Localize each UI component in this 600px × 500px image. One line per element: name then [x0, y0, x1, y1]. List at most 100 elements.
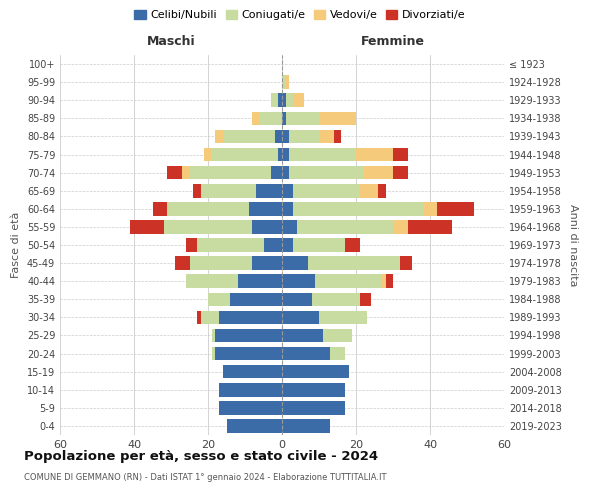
- Bar: [215, 130, 223, 143]
- Bar: [316, 274, 382, 288]
- Bar: [223, 130, 275, 143]
- Bar: [197, 310, 200, 324]
- Bar: [200, 184, 256, 198]
- Bar: [282, 328, 323, 342]
- Text: Maschi: Maschi: [146, 35, 196, 48]
- Bar: [297, 220, 393, 234]
- Bar: [275, 130, 282, 143]
- Bar: [293, 94, 304, 107]
- Bar: [282, 94, 286, 107]
- Bar: [293, 184, 360, 198]
- Bar: [400, 256, 412, 270]
- Bar: [282, 419, 330, 432]
- Bar: [360, 184, 378, 198]
- Bar: [319, 310, 367, 324]
- Bar: [282, 274, 316, 288]
- Bar: [152, 202, 167, 215]
- Text: COMUNE DI GEMMANO (RN) - Dati ISTAT 1° gennaio 2024 - Elaborazione TUTTITALIA.IT: COMUNE DI GEMMANO (RN) - Dati ISTAT 1° g…: [24, 472, 386, 482]
- Bar: [282, 220, 297, 234]
- Bar: [164, 220, 253, 234]
- Bar: [393, 166, 408, 179]
- Bar: [378, 184, 386, 198]
- Bar: [190, 166, 271, 179]
- Text: Femmine: Femmine: [361, 35, 425, 48]
- Bar: [238, 274, 282, 288]
- Bar: [175, 256, 190, 270]
- Bar: [253, 220, 282, 234]
- Legend: Celibi/Nubili, Coniugati/e, Vedovi/e, Divorziati/e: Celibi/Nubili, Coniugati/e, Vedovi/e, Di…: [130, 6, 470, 25]
- Bar: [282, 310, 319, 324]
- Y-axis label: Fasce di età: Fasce di età: [11, 212, 21, 278]
- Bar: [289, 130, 319, 143]
- Bar: [393, 148, 408, 162]
- Bar: [167, 166, 182, 179]
- Bar: [282, 130, 289, 143]
- Bar: [200, 310, 219, 324]
- Bar: [230, 292, 282, 306]
- Text: Popolazione per età, sesso e stato civile - 2024: Popolazione per età, sesso e stato civil…: [24, 450, 378, 463]
- Bar: [282, 365, 349, 378]
- Bar: [186, 238, 197, 252]
- Bar: [319, 112, 356, 125]
- Bar: [393, 220, 408, 234]
- Bar: [282, 76, 286, 89]
- Bar: [197, 238, 263, 252]
- Bar: [263, 238, 282, 252]
- Bar: [437, 202, 475, 215]
- Bar: [282, 148, 289, 162]
- Bar: [286, 76, 289, 89]
- Bar: [167, 202, 249, 215]
- Bar: [215, 347, 282, 360]
- Bar: [256, 184, 282, 198]
- Bar: [408, 220, 452, 234]
- Bar: [286, 94, 293, 107]
- Bar: [219, 401, 282, 414]
- Bar: [356, 148, 393, 162]
- Bar: [334, 130, 341, 143]
- Bar: [182, 166, 190, 179]
- Bar: [208, 292, 230, 306]
- Bar: [282, 256, 308, 270]
- Bar: [193, 184, 200, 198]
- Y-axis label: Anni di nascita: Anni di nascita: [568, 204, 578, 286]
- Bar: [282, 401, 345, 414]
- Bar: [253, 256, 282, 270]
- Bar: [253, 112, 260, 125]
- Bar: [282, 347, 330, 360]
- Bar: [289, 166, 364, 179]
- Bar: [227, 419, 282, 432]
- Bar: [282, 202, 293, 215]
- Bar: [260, 112, 282, 125]
- Bar: [293, 238, 345, 252]
- Bar: [282, 238, 293, 252]
- Bar: [212, 328, 215, 342]
- Bar: [186, 274, 238, 288]
- Bar: [319, 130, 334, 143]
- Bar: [422, 202, 437, 215]
- Bar: [282, 184, 293, 198]
- Bar: [282, 166, 289, 179]
- Bar: [360, 292, 371, 306]
- Bar: [282, 112, 286, 125]
- Bar: [190, 256, 253, 270]
- Bar: [289, 148, 356, 162]
- Bar: [249, 202, 282, 215]
- Bar: [308, 256, 400, 270]
- Bar: [204, 148, 212, 162]
- Bar: [386, 274, 393, 288]
- Bar: [130, 220, 164, 234]
- Bar: [215, 328, 282, 342]
- Bar: [278, 94, 282, 107]
- Bar: [330, 347, 345, 360]
- Bar: [345, 238, 360, 252]
- Bar: [219, 310, 282, 324]
- Bar: [323, 328, 352, 342]
- Bar: [282, 383, 345, 396]
- Bar: [293, 202, 422, 215]
- Bar: [212, 148, 278, 162]
- Bar: [364, 166, 393, 179]
- Bar: [382, 274, 386, 288]
- Bar: [282, 292, 311, 306]
- Bar: [271, 166, 282, 179]
- Bar: [212, 347, 215, 360]
